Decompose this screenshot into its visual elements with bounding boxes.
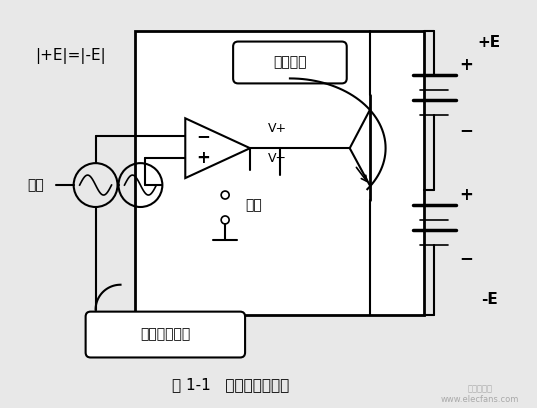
Text: 基准电位: 基准电位 — [273, 55, 307, 69]
Text: +: + — [459, 56, 473, 75]
Text: 输出: 输出 — [245, 198, 262, 212]
Text: −: − — [197, 127, 210, 145]
Text: +E: +E — [478, 35, 501, 50]
Text: +: + — [459, 186, 473, 204]
Text: 输入脚回归线: 输入脚回归线 — [140, 328, 191, 341]
Text: −: − — [459, 249, 473, 267]
Text: −: − — [459, 121, 473, 139]
Text: |+E|=|-E|: |+E|=|-E| — [35, 47, 106, 64]
Text: V+: V+ — [268, 122, 287, 135]
Text: -E: -E — [481, 292, 498, 307]
FancyBboxPatch shape — [233, 42, 347, 83]
Text: V−: V− — [268, 152, 287, 165]
Text: +: + — [197, 149, 210, 167]
FancyBboxPatch shape — [85, 312, 245, 357]
Text: 图 1-1   对称双电源供电: 图 1-1 对称双电源供电 — [171, 377, 289, 392]
Bar — [135, 31, 424, 315]
Text: 输入: 输入 — [27, 178, 44, 192]
Text: 电子发烧友
www.elecfans.com: 电子发烧友 www.elecfans.com — [441, 385, 519, 404]
